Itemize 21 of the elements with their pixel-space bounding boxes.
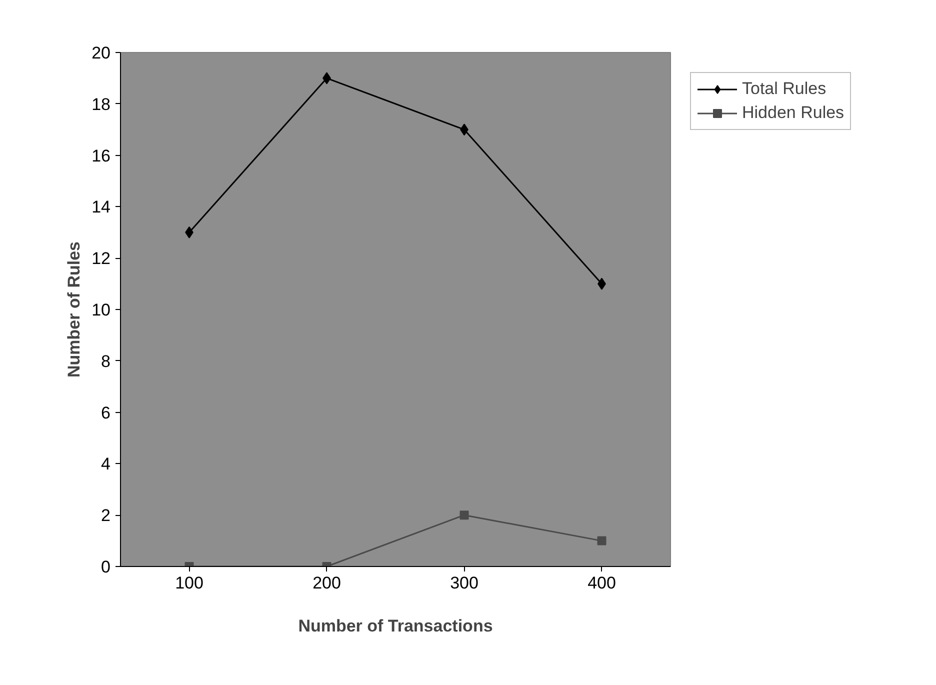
legend-label: Hidden Rules [742, 103, 844, 123]
x-tick-label: 200 [312, 574, 341, 592]
x-axis-title: Number of Transactions [298, 616, 493, 636]
y-tick-label: 20 [92, 44, 111, 62]
y-tick-label: 10 [92, 300, 111, 320]
y-tick-label: 6 [101, 403, 111, 422]
x-tick-label: 100 [175, 574, 204, 592]
y-tick-label: 18 [92, 94, 111, 114]
x-tick-label: 300 [450, 574, 478, 592]
y-axis-title: Number of Rules [64, 241, 84, 378]
y-tick-label: 14 [92, 198, 111, 217]
y-tick-label: 4 [101, 454, 111, 474]
point [460, 510, 469, 520]
point [597, 536, 606, 546]
legend-label: Total Rules [742, 79, 826, 99]
x-tick-label: 400 [588, 574, 616, 592]
y-tick-label: 0 [101, 558, 111, 576]
y-tick-label: 2 [101, 506, 111, 526]
y-tick-label: 8 [101, 352, 111, 371]
y-tick-label: 12 [92, 249, 111, 268]
y-tick-label: 16 [92, 146, 111, 166]
